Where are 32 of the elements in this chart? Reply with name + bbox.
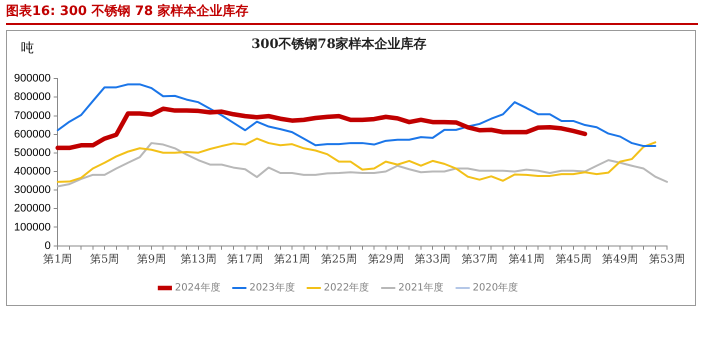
x-tick-label: 第37周	[462, 252, 498, 266]
x-tick-label: 第29周	[368, 252, 404, 266]
x-tick-label: 第41周	[508, 252, 544, 266]
y-tick-label: 500000	[14, 146, 51, 159]
y-tick-label: 0	[44, 240, 51, 252]
x-tick-label: 第33周	[414, 252, 451, 266]
legend-label: 2023年度	[249, 282, 295, 294]
x-tick-label: 第17周	[227, 252, 264, 266]
x-tick-label: 第21周	[274, 252, 310, 266]
x-tick-label: 第45周	[555, 252, 592, 266]
text: 图表16: 300 不锈钢 78 家样本企业库存	[6, 2, 698, 25]
chart-title: 300不锈钢78家样本企业库存	[251, 36, 427, 52]
legend-label: 2021年度	[398, 282, 444, 294]
y-tick-label: 200000	[14, 202, 51, 215]
x-tick-label: 第1周	[43, 252, 72, 266]
legend-label: 2024年度	[174, 282, 220, 294]
x-tick-label: 第25周	[320, 252, 357, 266]
x-tick-label: 第49周	[602, 252, 638, 266]
y-tick-label: 300000	[14, 184, 51, 196]
x-tick-label: 第13周	[180, 252, 216, 266]
y-axis-title: 吨	[21, 40, 34, 56]
x-tick-label: 第9周	[136, 252, 166, 266]
legend-label: 2020年度	[472, 282, 518, 294]
x-tick-label: 第5周	[90, 252, 120, 266]
y-tick-label: 100000	[14, 221, 51, 234]
y-tick-label: 900000	[14, 72, 51, 85]
legend-label: 2022年度	[324, 282, 370, 294]
y-tick-label: 600000	[14, 128, 51, 140]
y-tick-label: 700000	[14, 110, 51, 122]
y-tick-label: 800000	[14, 91, 51, 104]
y-tick-label: 400000	[14, 166, 51, 178]
x-tick-label: 第53周	[649, 252, 685, 266]
